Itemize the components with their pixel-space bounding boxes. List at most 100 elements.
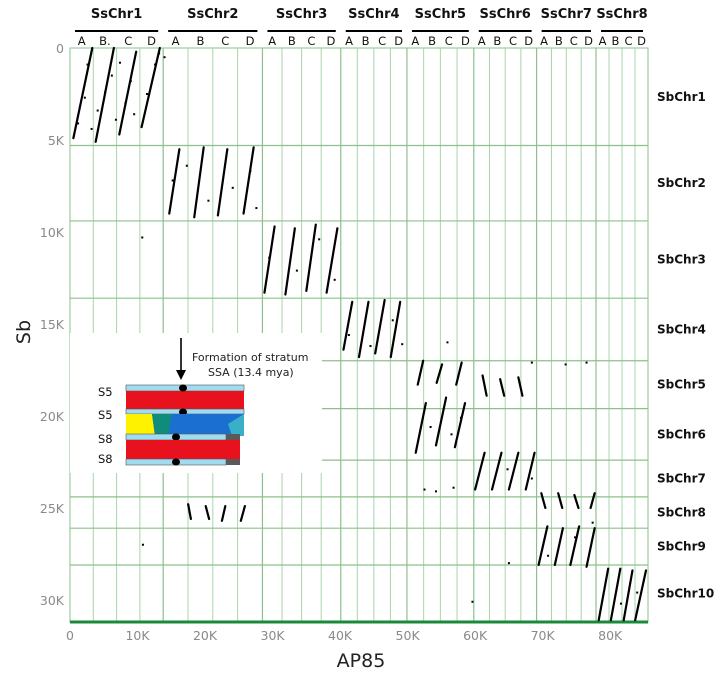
synteny-segment [569,525,581,567]
centromere-icon [179,384,187,392]
x-tick-label: 60K [463,628,488,643]
column-sub-label: D [637,34,646,48]
x-tick-label: 70K [531,628,556,643]
column-group-label: SsChr4 [348,7,399,22]
data-point [547,554,550,557]
column-sub-label: A [172,34,180,48]
data-point [110,74,113,77]
column-sub-label: D [246,34,255,48]
synteny-segment [524,451,536,491]
data-point [471,600,474,603]
synteny-segment [305,223,317,292]
data-point [333,278,336,281]
column-sub-label: B. [99,34,111,48]
synteny-segment [416,359,425,386]
data-point [207,199,210,202]
data-point [507,562,510,565]
centromere-icon [172,458,180,466]
row-group-label: SbChr4 [657,322,706,336]
data-point [231,186,234,189]
y-tick-label: 30K [40,593,65,608]
data-point [145,92,148,95]
synteny-segment [557,492,564,510]
row-group-label: SbChr8 [657,506,706,520]
column-sub-label: B [362,34,370,48]
synteny-segment [597,567,610,622]
row-group-label: SbChr7 [657,472,706,486]
data-point [124,102,127,105]
synteny-segment [374,298,386,355]
synteny-segment [499,378,506,397]
centromere-icon [179,408,187,416]
synteny-segment [187,503,192,521]
cyan-segment [228,414,244,436]
row-group-label: SbChr5 [657,378,706,392]
data-point [423,488,426,491]
row-group-label: SbChr10 [657,586,714,600]
arrow-head-icon [176,370,186,380]
data-point [114,118,117,121]
data-point [104,91,107,94]
x-tick-label: 40K [328,628,353,643]
synteny-segment [435,363,444,384]
column-sub-label: D [524,34,533,48]
data-point [249,170,252,173]
synteny-segment [325,227,339,294]
data-point [154,63,157,66]
column-sub-label: B [428,34,436,48]
data-point [77,122,80,125]
data-point [295,269,298,272]
data-point [133,113,136,116]
data-point [86,63,89,66]
inset-row-label-1: S5 [98,385,113,399]
synteny-segment [193,146,205,219]
synteny-segment [263,225,276,294]
synteny-segment [357,300,370,359]
synteny-segment [507,451,520,491]
column-sub-label: C [307,34,315,48]
data-point [530,477,533,480]
column-sub-label: A [411,34,419,48]
y-tick-label: 10K [40,225,65,240]
yellow-segment [126,414,155,436]
x-tick-label: 50K [396,628,421,643]
column-group-label: SsChr7 [541,7,592,22]
x-tick-label: 10K [125,628,150,643]
synteny-segment [490,451,503,491]
x-tick-label: 80K [598,628,623,643]
teal-segment [152,414,172,436]
row-group-label: SbChr6 [657,427,706,441]
column-sub-label: B [196,34,204,48]
synteny-segment [242,146,255,215]
inset-row-label-2: S5 [98,408,113,422]
column-sub-label: C [624,34,632,48]
data-point [434,490,437,493]
synteny-segment [140,46,161,129]
data-point [429,425,432,428]
column-sub-label: B [288,34,296,48]
chromosome-bar [126,391,244,409]
x-axis-label: AP85 [337,650,386,672]
column-sub-label: D [327,34,336,48]
column-sub-label: C [221,34,229,48]
synteny-segment [389,300,402,359]
stratum-inset: Formation of stratum SSA (13.4 mya) S5 S… [70,333,322,473]
synteny-segment [453,401,467,449]
chromosome-bar [126,440,240,459]
data-point [636,591,639,594]
column-group-label: SsChr8 [596,7,647,22]
column-sub-label: A [345,34,353,48]
data-point [318,238,321,241]
data-point [585,361,588,364]
column-group-label: SsChr5 [415,7,466,22]
data-point [90,127,93,130]
y-axis-label: Sb [13,320,35,344]
data-point [163,56,166,59]
synteny-segment [118,50,138,136]
data-point [83,96,86,99]
data-point [452,486,455,489]
chromosome-tip [226,459,240,465]
inset-row-label-3: S8 [98,432,113,446]
data-point [530,361,533,364]
data-point [141,543,144,546]
